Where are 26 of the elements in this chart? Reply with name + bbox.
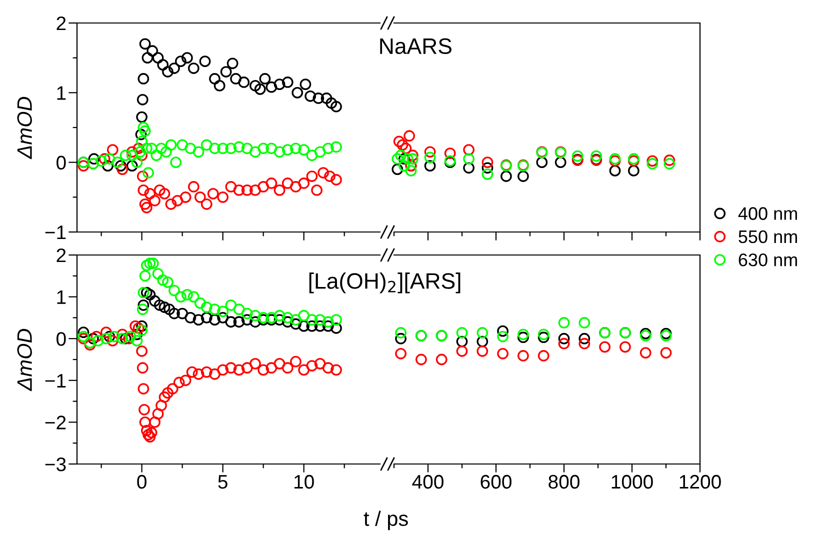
y-tick-label: 1	[57, 86, 66, 100]
x-tick-label: 400	[412, 474, 444, 489]
legend-label: 630 nm	[738, 253, 797, 266]
y-axis-title: ΔmOD	[17, 328, 32, 392]
y-axis-title: ΔmOD	[17, 96, 32, 160]
y-tick-label: −1	[45, 374, 66, 388]
x-axis-title: t / ps	[364, 510, 408, 530]
y-tick-label: 2	[56, 16, 66, 30]
x-tick-label: 1000	[612, 474, 653, 489]
legend-label: 400 nm	[738, 207, 797, 220]
y-tick-label: 0	[56, 156, 66, 170]
annotation: [La(OH)$_{2}$][ARS]	[309, 272, 460, 294]
y-tick-label: −2	[45, 416, 66, 430]
x-tick-label: 800	[548, 474, 580, 489]
annotation: NaARS	[380, 38, 452, 54]
x-tick-label: 10	[294, 474, 314, 489]
x-tick-label: 0	[137, 474, 146, 489]
y-tick-label: 2	[56, 248, 66, 262]
x-tick-label: 600	[480, 474, 512, 489]
y-tick-label: 0	[56, 332, 66, 346]
y-tick-label: 1	[57, 290, 66, 304]
y-tick-label: −3	[45, 457, 66, 472]
x-tick-label: 5	[218, 475, 228, 489]
x-tick-label: 1200	[680, 474, 721, 489]
legend-label: 550 nm	[738, 230, 797, 244]
y-tick-label: −1	[45, 226, 66, 240]
